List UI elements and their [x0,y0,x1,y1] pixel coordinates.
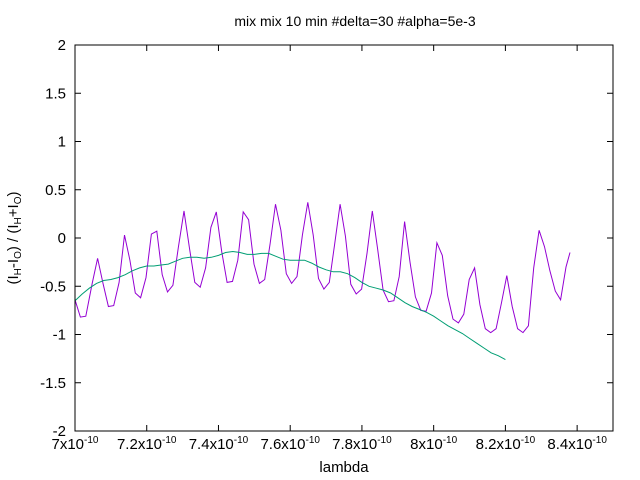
x-tick-exponent: -10 [305,435,320,446]
x-tick-times: x10 [497,436,521,453]
x-tick-label: 8.4x10-10 [547,435,607,453]
x-tick-mantissa: 7.2 [117,436,138,453]
x-tick-exponent: -10 [592,435,607,446]
x-tick-mantissa: 8.2 [476,436,497,453]
chart-title: mix mix 10 min #delta=30 #alpha=5e-3 [234,13,475,29]
x-tick-mantissa: 7.4 [189,436,210,453]
x-tick-exponent: -10 [377,435,392,446]
x-tick-label: 8x10-10 [410,435,457,453]
x-axis-label: lambda [319,459,369,476]
y-tick-label: 1.5 [45,85,66,102]
y-tick-label: -2 [53,423,66,440]
y-label-open: (I [5,275,22,284]
x-tick-times: x10 [568,436,592,453]
x-tick-times: x10 [138,436,162,453]
series-line-2 [74,250,506,361]
y-label-sub-h: H [13,268,24,275]
y-tick-label: -0.5 [40,278,66,295]
y-label-close: ) [5,192,22,197]
x-tick-times: x10 [60,436,84,453]
y-label-sub-o: O [13,251,24,259]
y-label-mid3: +I [5,204,22,217]
y-label-mid2: ) / (I [5,224,22,251]
x-tick-times: x10 [210,436,234,453]
x-tick-label: 7.4x10-10 [189,435,249,453]
x-tick-times: x10 [419,436,443,453]
y-tick-label: -1.5 [40,375,66,392]
x-tick-label: 7.6x10-10 [260,435,320,453]
x-tick-mantissa: 8 [410,436,418,453]
x-tick-label: 7.2x10-10 [117,435,177,453]
y-label-mid1: -I [5,259,22,268]
x-tick-label: 8.2x10-10 [476,435,536,453]
x-tick-mantissa: 8.4 [547,436,568,453]
x-tick-exponent: -10 [521,435,536,446]
x-axis-ticks: 7x10-10 7.2x10-10 7.4x10-10 7.6x10-10 7.8x10… [52,45,607,453]
x-tick-times: x10 [281,436,305,453]
x-tick-times: x10 [353,436,377,453]
y-tick-label: 0 [58,230,66,247]
x-tick-mantissa: 7.8 [332,436,353,453]
plot-lines [74,202,571,361]
y-label-sub-h2: H [13,217,24,224]
x-tick-mantissa: 7.6 [260,436,281,453]
x-tick-exponent: -10 [84,435,99,446]
y-tick-label: 2 [58,37,66,54]
x-tick-label: 7x10-10 [52,435,99,453]
y-tick-label: 1 [58,134,66,151]
y-axis-ticks: 2 1.5 1 0.5 0 -0.5 -1 -1.5 -2 [40,37,613,440]
y-tick-label: -1 [53,327,66,344]
x-tick-exponent: -10 [162,435,177,446]
x-tick-exponent: -10 [443,435,458,446]
x-tick-label: 7.8x10-10 [332,435,392,453]
x-tick-mantissa: 7 [52,436,60,453]
series-line-1 [74,202,571,334]
y-axis-label: (IH-IO) / (IH+IO) [5,192,24,285]
x-tick-exponent: -10 [234,435,249,446]
y-label-sub-o2: O [13,196,24,204]
y-tick-label: 0.5 [45,182,66,199]
